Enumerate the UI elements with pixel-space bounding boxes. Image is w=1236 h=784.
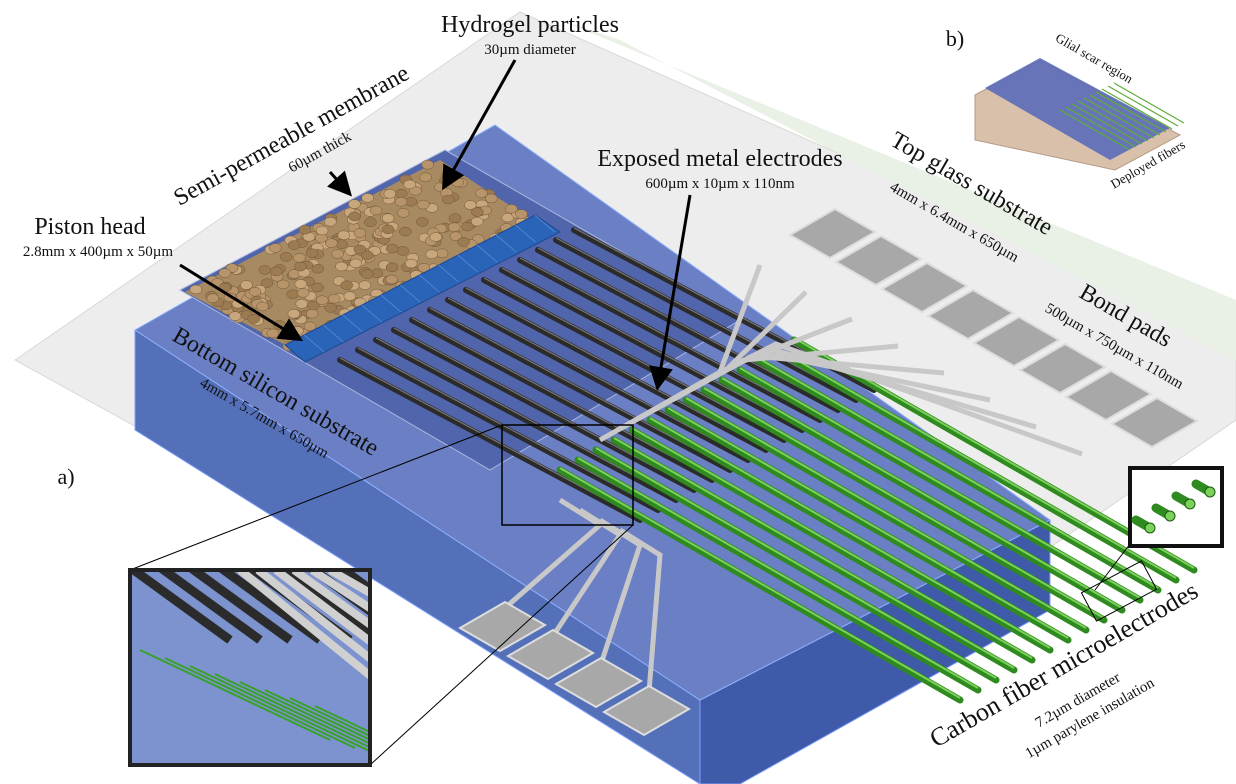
bead	[248, 314, 260, 323]
bead	[306, 309, 318, 318]
label-detail: 600µm x 10µm x 110nm	[645, 176, 795, 192]
bead	[294, 262, 306, 271]
bead	[312, 264, 324, 273]
label-title: Hydrogel particles	[441, 12, 619, 38]
bead	[312, 283, 324, 292]
bead	[316, 296, 328, 305]
bead	[338, 231, 350, 240]
bead	[240, 281, 252, 290]
bead	[471, 208, 483, 217]
bead	[386, 244, 398, 253]
bead	[417, 200, 429, 209]
bead	[341, 281, 353, 290]
bead	[420, 173, 432, 182]
bead	[395, 197, 407, 206]
label-title: Piston head	[34, 214, 145, 240]
bead	[324, 217, 336, 226]
bead	[280, 252, 292, 261]
label-detail: 30µm diameter	[484, 42, 576, 58]
bead	[207, 294, 219, 303]
bead	[306, 249, 318, 258]
bead	[397, 208, 409, 217]
bead	[475, 189, 487, 198]
tip-end	[1205, 487, 1215, 497]
bead	[442, 195, 454, 204]
bead	[426, 250, 438, 259]
figure: Hydrogel particles 30µm diameter Semi-pe…	[0, 0, 1236, 784]
bead	[359, 281, 371, 290]
panel-label: a)	[57, 464, 74, 489]
bead	[325, 239, 337, 248]
bead	[386, 275, 398, 284]
bead	[382, 214, 394, 223]
bead	[190, 285, 202, 294]
bead	[384, 189, 396, 198]
tip-end	[1165, 511, 1175, 521]
bead	[296, 299, 308, 308]
label-title: Exposed metal electrodes	[597, 146, 842, 172]
bead	[269, 243, 281, 252]
bead	[288, 309, 300, 318]
bead	[287, 290, 299, 299]
bead	[328, 294, 340, 303]
bead	[270, 267, 282, 276]
bead	[382, 225, 394, 234]
bead	[299, 225, 311, 234]
bead	[422, 160, 434, 169]
tip-end	[1145, 523, 1155, 533]
label-detail: 2.8mm x 400µm x 50µm	[23, 244, 174, 260]
bead	[452, 178, 464, 187]
bead	[336, 262, 348, 271]
tip-end	[1185, 499, 1195, 509]
bead	[295, 280, 307, 289]
bead	[405, 259, 417, 268]
bead	[354, 229, 366, 238]
bead	[259, 265, 271, 274]
bead	[397, 246, 409, 255]
bead	[362, 193, 374, 202]
bead	[505, 204, 517, 213]
panel-label: b)	[946, 26, 964, 51]
bead	[448, 223, 460, 232]
bead	[462, 222, 474, 231]
bead	[485, 194, 497, 203]
bead	[350, 259, 362, 268]
bead	[361, 251, 373, 260]
bead	[430, 233, 442, 242]
bead	[349, 212, 361, 221]
bead	[399, 227, 411, 236]
bead	[395, 189, 407, 198]
bead	[219, 269, 231, 278]
tip-inset	[1130, 468, 1222, 546]
bead	[344, 292, 356, 301]
bead	[293, 253, 305, 262]
bead	[386, 263, 398, 272]
bead	[364, 218, 376, 227]
bead	[348, 200, 360, 209]
bead	[249, 287, 261, 296]
bead	[267, 329, 279, 338]
bead	[416, 217, 428, 226]
bead	[332, 249, 344, 258]
bead	[297, 288, 309, 297]
bead	[361, 270, 373, 279]
bead	[404, 180, 416, 189]
bead	[288, 241, 300, 250]
bead	[316, 226, 328, 235]
bead	[370, 206, 382, 215]
bead	[457, 237, 469, 246]
bead	[257, 302, 269, 311]
bead	[449, 214, 461, 223]
bead	[515, 210, 527, 219]
bead	[229, 312, 241, 321]
